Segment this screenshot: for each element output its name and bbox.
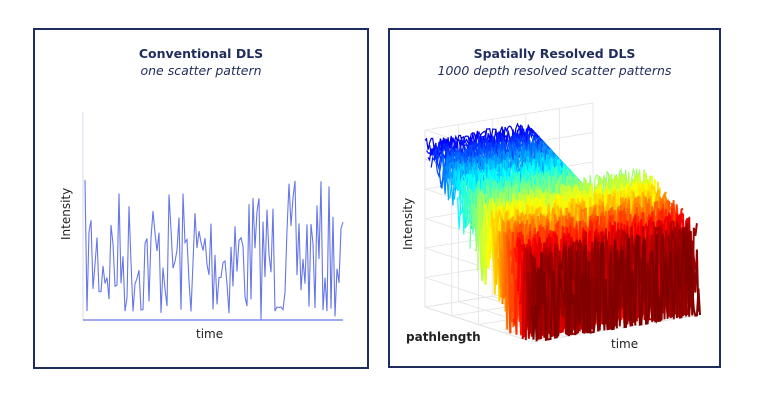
3d-waterfall-plot: Intensity pathlength time: [401, 102, 701, 351]
depth-trace: [531, 232, 701, 342]
time-axis: [531, 314, 701, 343]
panel-subtitle: one scatter pattern: [140, 63, 262, 78]
intensity-time-plot: Intensity time: [59, 112, 344, 341]
x-axis-label: time: [611, 337, 638, 351]
panel-subtitle: 1000 depth resolved scatter patterns: [437, 63, 672, 78]
panel-title: Conventional DLS: [138, 46, 264, 61]
y-axis-label: Intensity: [401, 198, 415, 250]
pathlength-axis: [424, 306, 533, 343]
panel-title: Spatially Resolved DLS: [473, 46, 636, 61]
conventional-dls-panel: Conventional DLS one scatter pattern: [33, 28, 369, 369]
grid-line: [424, 102, 594, 131]
x-axis-label: time: [196, 327, 223, 341]
y-axis-label: Intensity: [59, 188, 73, 240]
depth-axis-label: pathlength: [406, 330, 481, 344]
intensity-trace: [84, 180, 344, 320]
depth-traces: [424, 122, 701, 342]
